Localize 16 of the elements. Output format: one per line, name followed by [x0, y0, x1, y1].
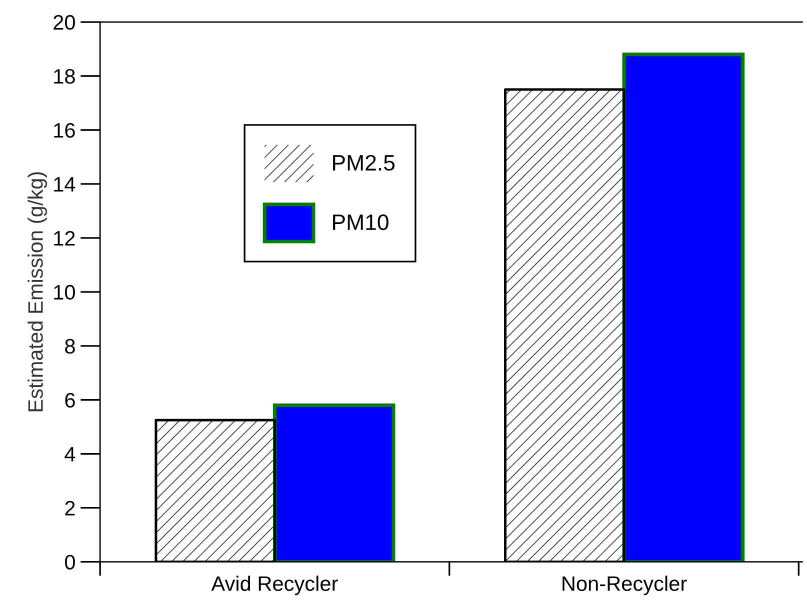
y-axis-title: Estimated Emission (g/kg)	[28, 172, 48, 412]
y-tick-label: 4	[64, 447, 76, 462]
y-tick-label: 16	[54, 122, 75, 138]
y-tick-label: 8	[65, 338, 75, 354]
y-tick-label: 6	[65, 392, 75, 408]
y-tick-label: 0	[64, 554, 75, 570]
y-tick-label: 20	[54, 15, 75, 30]
legend-label: PM2.5	[333, 154, 395, 171]
y-tick-label: 12	[54, 230, 75, 246]
legend-label: PM10	[333, 214, 388, 230]
x-tick-label: Non-Recycler	[562, 576, 687, 596]
y-tick-label: 14	[54, 177, 76, 192]
y-tick-label: 10	[54, 284, 75, 300]
y-tick-label: 18	[54, 69, 75, 84]
x-tick-label: Avid Recycler	[211, 576, 338, 596]
y-tick-label: 2	[65, 500, 75, 516]
